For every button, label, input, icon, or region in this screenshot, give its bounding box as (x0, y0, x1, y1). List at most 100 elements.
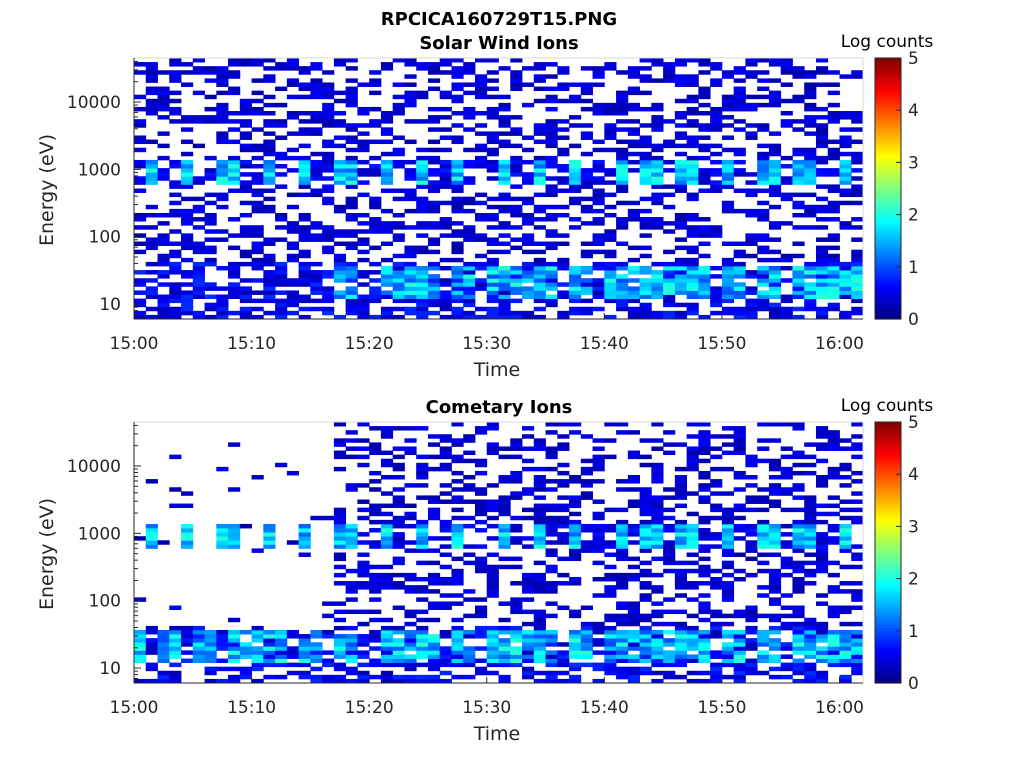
heatmap-cell (251, 625, 264, 631)
heatmap-cell (674, 184, 688, 189)
heatmap-cell (804, 282, 817, 287)
heatmap-cell (498, 94, 511, 100)
colorbar-segment (875, 470, 901, 475)
heatmap-cell (545, 634, 558, 639)
heatmap-cell (451, 634, 464, 639)
heatmap-cell (663, 119, 676, 124)
heatmap-cell (533, 249, 546, 255)
heatmap-cell (674, 143, 688, 149)
heatmap-cell (674, 528, 688, 533)
heatmap-cell (616, 605, 629, 610)
heatmap-cell (745, 642, 758, 647)
heatmap-cell (251, 650, 264, 655)
colorbar-segment (875, 129, 901, 134)
heatmap-cell (251, 278, 264, 283)
heatmap-cell (333, 544, 347, 549)
heatmap-cell (733, 208, 746, 214)
heatmap-cell (416, 196, 429, 202)
heatmap-cell (827, 257, 840, 263)
heatmap-cell (251, 241, 264, 246)
heatmap-cell (416, 314, 429, 320)
heatmap-cell (404, 609, 417, 615)
heatmap-cell (651, 503, 664, 509)
heatmap-cell (815, 568, 829, 574)
heatmap-cell (404, 119, 417, 124)
heatmap-cell (474, 233, 488, 238)
heatmap-cell (768, 568, 782, 574)
heatmap-cell (674, 225, 688, 230)
heatmap-cell (557, 135, 570, 140)
heatmap-cell (721, 519, 735, 525)
heatmap-cell (216, 180, 229, 185)
heatmap-cell (333, 556, 347, 562)
heatmap-cell (745, 507, 758, 513)
heatmap-cell (380, 282, 394, 287)
heatmap-cell (604, 270, 617, 275)
heatmap-cell (192, 119, 205, 124)
heatmap-cell (580, 605, 593, 610)
heatmap-cell (639, 270, 652, 275)
heatmap-cell (286, 62, 300, 67)
heatmap-cell (216, 106, 229, 112)
heatmap-cell (451, 184, 464, 189)
heatmap-cell (674, 576, 688, 582)
heatmap-cell (792, 625, 805, 631)
heatmap-cell (651, 572, 664, 578)
heatmap-cell (698, 422, 711, 427)
heatmap-cell (557, 483, 570, 488)
heatmap-cell (204, 670, 217, 676)
heatmap-cell (745, 454, 758, 460)
heatmap-cell (851, 249, 864, 255)
heatmap-cell (298, 650, 311, 655)
heatmap-cell (486, 426, 499, 431)
heatmap-cell (733, 434, 746, 439)
heatmap-cell (851, 650, 864, 655)
heatmap-cell (369, 229, 382, 234)
heatmap-cell (239, 58, 252, 63)
heatmap-cell (710, 634, 723, 639)
colorbar-segment (875, 510, 901, 514)
colorbar-segment (875, 181, 901, 186)
heatmap-cell (486, 78, 499, 83)
heatmap-cell (557, 446, 570, 451)
heatmap-cell (239, 123, 252, 128)
heatmap-cell (804, 678, 817, 684)
heatmap-cell (463, 176, 476, 181)
heatmap-cell (333, 261, 347, 267)
heatmap-cell (686, 642, 699, 647)
heatmap-cell (851, 646, 864, 651)
heatmap-cell (804, 572, 817, 578)
heatmap-cell (757, 528, 770, 533)
heatmap-cell (486, 503, 499, 509)
heatmap-cell (498, 274, 511, 279)
heatmap-cell (510, 286, 523, 291)
heatmap-cell (439, 314, 452, 320)
heatmap-cell (169, 90, 182, 96)
heatmap-cell (157, 90, 170, 96)
heatmap-cell (698, 176, 711, 181)
heatmap-cell (780, 119, 793, 124)
heatmap-cell (686, 581, 699, 586)
heatmap-cell (768, 102, 782, 108)
heatmap-cell (721, 306, 735, 312)
heatmap-cell (275, 662, 288, 668)
heatmap-cell (369, 172, 382, 177)
heatmap-cell (604, 102, 617, 108)
heatmap-cell (792, 650, 805, 655)
heatmap-cell (510, 609, 523, 615)
heatmap-cell (792, 241, 805, 246)
heatmap-cell (251, 245, 264, 251)
heatmap-cell (627, 450, 640, 456)
heatmap-cell (768, 654, 782, 659)
heatmap-cell (604, 438, 617, 443)
heatmap-cell (780, 294, 793, 300)
heatmap-cell (369, 119, 382, 124)
x-tick-label: 15:50 (697, 334, 746, 354)
heatmap-cell (181, 270, 194, 275)
heatmap-cell (463, 180, 476, 185)
heatmap-cell (427, 658, 441, 664)
heatmap-cell (663, 270, 676, 275)
heatmap-cell (604, 111, 617, 116)
heatmap-cell (616, 585, 629, 590)
heatmap-cell (416, 278, 429, 283)
